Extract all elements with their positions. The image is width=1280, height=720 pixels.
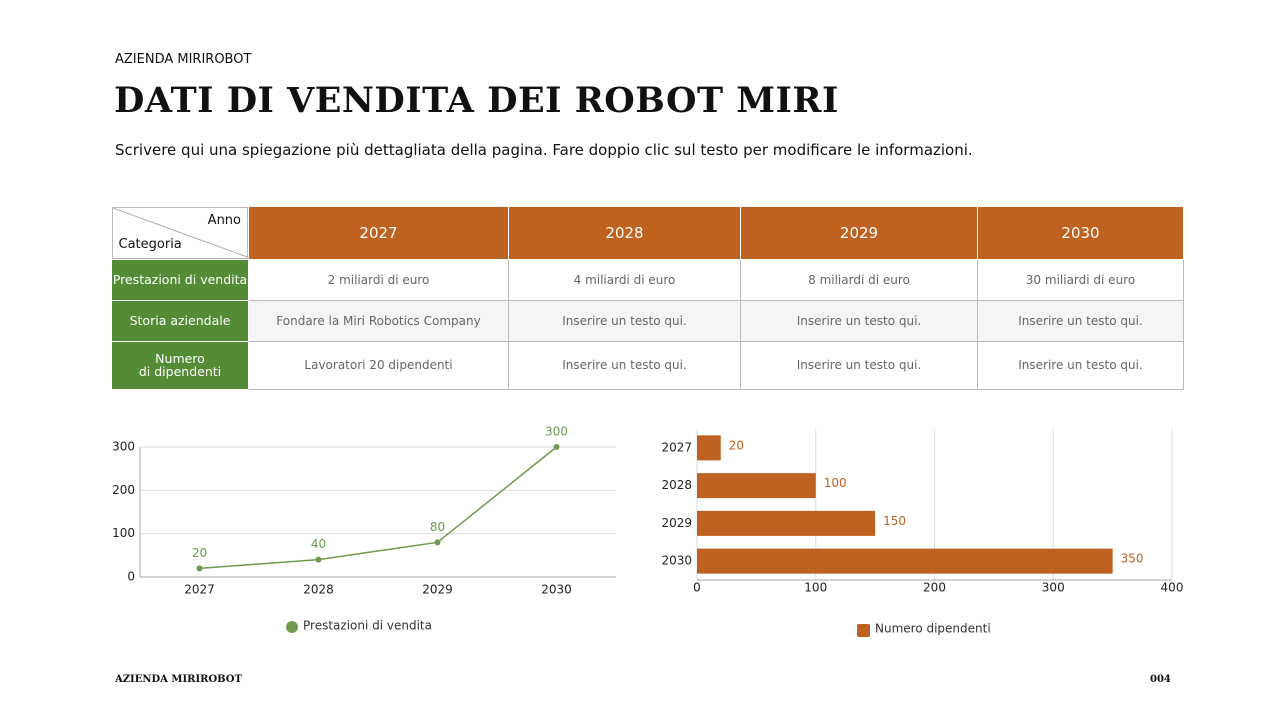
- corner-top: Anno: [207, 212, 241, 228]
- column-header: 2028: [508, 206, 741, 260]
- value-label: 20: [192, 546, 207, 560]
- cell: Inserire un testo qui.: [977, 340, 1184, 390]
- table: Anno Categoria 2027 2028 2029 2030 Prest…: [111, 206, 1184, 390]
- x-tick-label: 300: [1042, 581, 1065, 595]
- footer-company: AZIENDA MIRIROBOT: [115, 674, 242, 685]
- value-label: 100: [824, 476, 847, 490]
- corner-bottom: Categoria: [118, 236, 182, 252]
- y-tick-label: 200: [112, 483, 135, 497]
- row-label: Prestazioni di vendita: [111, 258, 249, 301]
- column-header: 2027: [248, 206, 509, 260]
- page-number: 004: [1150, 674, 1171, 685]
- row-label: Storia aziendale: [111, 299, 249, 342]
- legend-label: Prestazioni di vendita: [303, 619, 432, 633]
- cell: Inserire un testo qui.: [508, 299, 741, 342]
- y-tick-label: 2028: [661, 478, 692, 492]
- value-label: 150: [883, 514, 906, 528]
- x-tick-label: 2029: [422, 583, 453, 597]
- y-tick-label: 300: [112, 440, 135, 454]
- cell: Lavoratori 20 dipendenti: [248, 340, 509, 390]
- point: [315, 556, 322, 563]
- bar: [697, 548, 1113, 574]
- y-tick-label: 100: [112, 526, 135, 540]
- cell: Inserire un testo qui.: [977, 299, 1184, 342]
- bar: [697, 510, 876, 536]
- corner: Anno Categoria: [111, 206, 250, 260]
- x-tick-label: 2027: [184, 583, 215, 597]
- value-label: 40: [311, 537, 326, 551]
- value-label: 350: [1121, 552, 1144, 566]
- cell: Fondare la Miri Robotics Company: [248, 299, 509, 342]
- value-label: 20: [729, 438, 744, 452]
- column-header: 2029: [740, 206, 978, 260]
- cell: Inserire un testo qui.: [740, 340, 978, 390]
- company: AZIENDA MIRIROBOT: [115, 52, 252, 67]
- subtitle: Scrivere qui una spiegazione più dettagl…: [115, 141, 973, 159]
- y-tick-label: 2030: [661, 554, 692, 568]
- value-label: 80: [430, 520, 445, 534]
- cell: Inserire un testo qui.: [508, 340, 741, 390]
- legend-swatch: [857, 624, 870, 637]
- row-label: Numero di dipendenti: [111, 340, 249, 390]
- x-tick-label: 2028: [303, 583, 334, 597]
- value-label: 300: [545, 425, 568, 439]
- point: [434, 539, 441, 546]
- bar: [697, 473, 816, 499]
- title: DATI DI VENDITA DEI ROBOT MIRI: [114, 80, 839, 121]
- cell: 2 miliardi di euro: [248, 258, 509, 301]
- legend-swatch: [286, 621, 298, 633]
- x-tick-label: 400: [1161, 581, 1184, 595]
- bar: [697, 435, 721, 461]
- x-tick-label: 200: [923, 581, 946, 595]
- y-tick-label: 2029: [661, 516, 692, 530]
- point: [553, 444, 560, 450]
- line: [199, 446, 557, 570]
- cell: 30 miliardi di euro: [977, 258, 1184, 301]
- column-header: 2030: [977, 206, 1184, 260]
- diagonal: [112, 207, 250, 258]
- y-tick-label: 0: [127, 570, 135, 584]
- x-tick-label: 0: [693, 581, 701, 595]
- point: [196, 565, 203, 572]
- x-tick-label: 100: [804, 581, 827, 595]
- cell: Inserire un testo qui.: [740, 299, 978, 342]
- x-tick-label: 2030: [541, 583, 572, 597]
- y-tick-label: 2027: [661, 440, 692, 454]
- legend-label: Numero dipendenti: [875, 622, 991, 636]
